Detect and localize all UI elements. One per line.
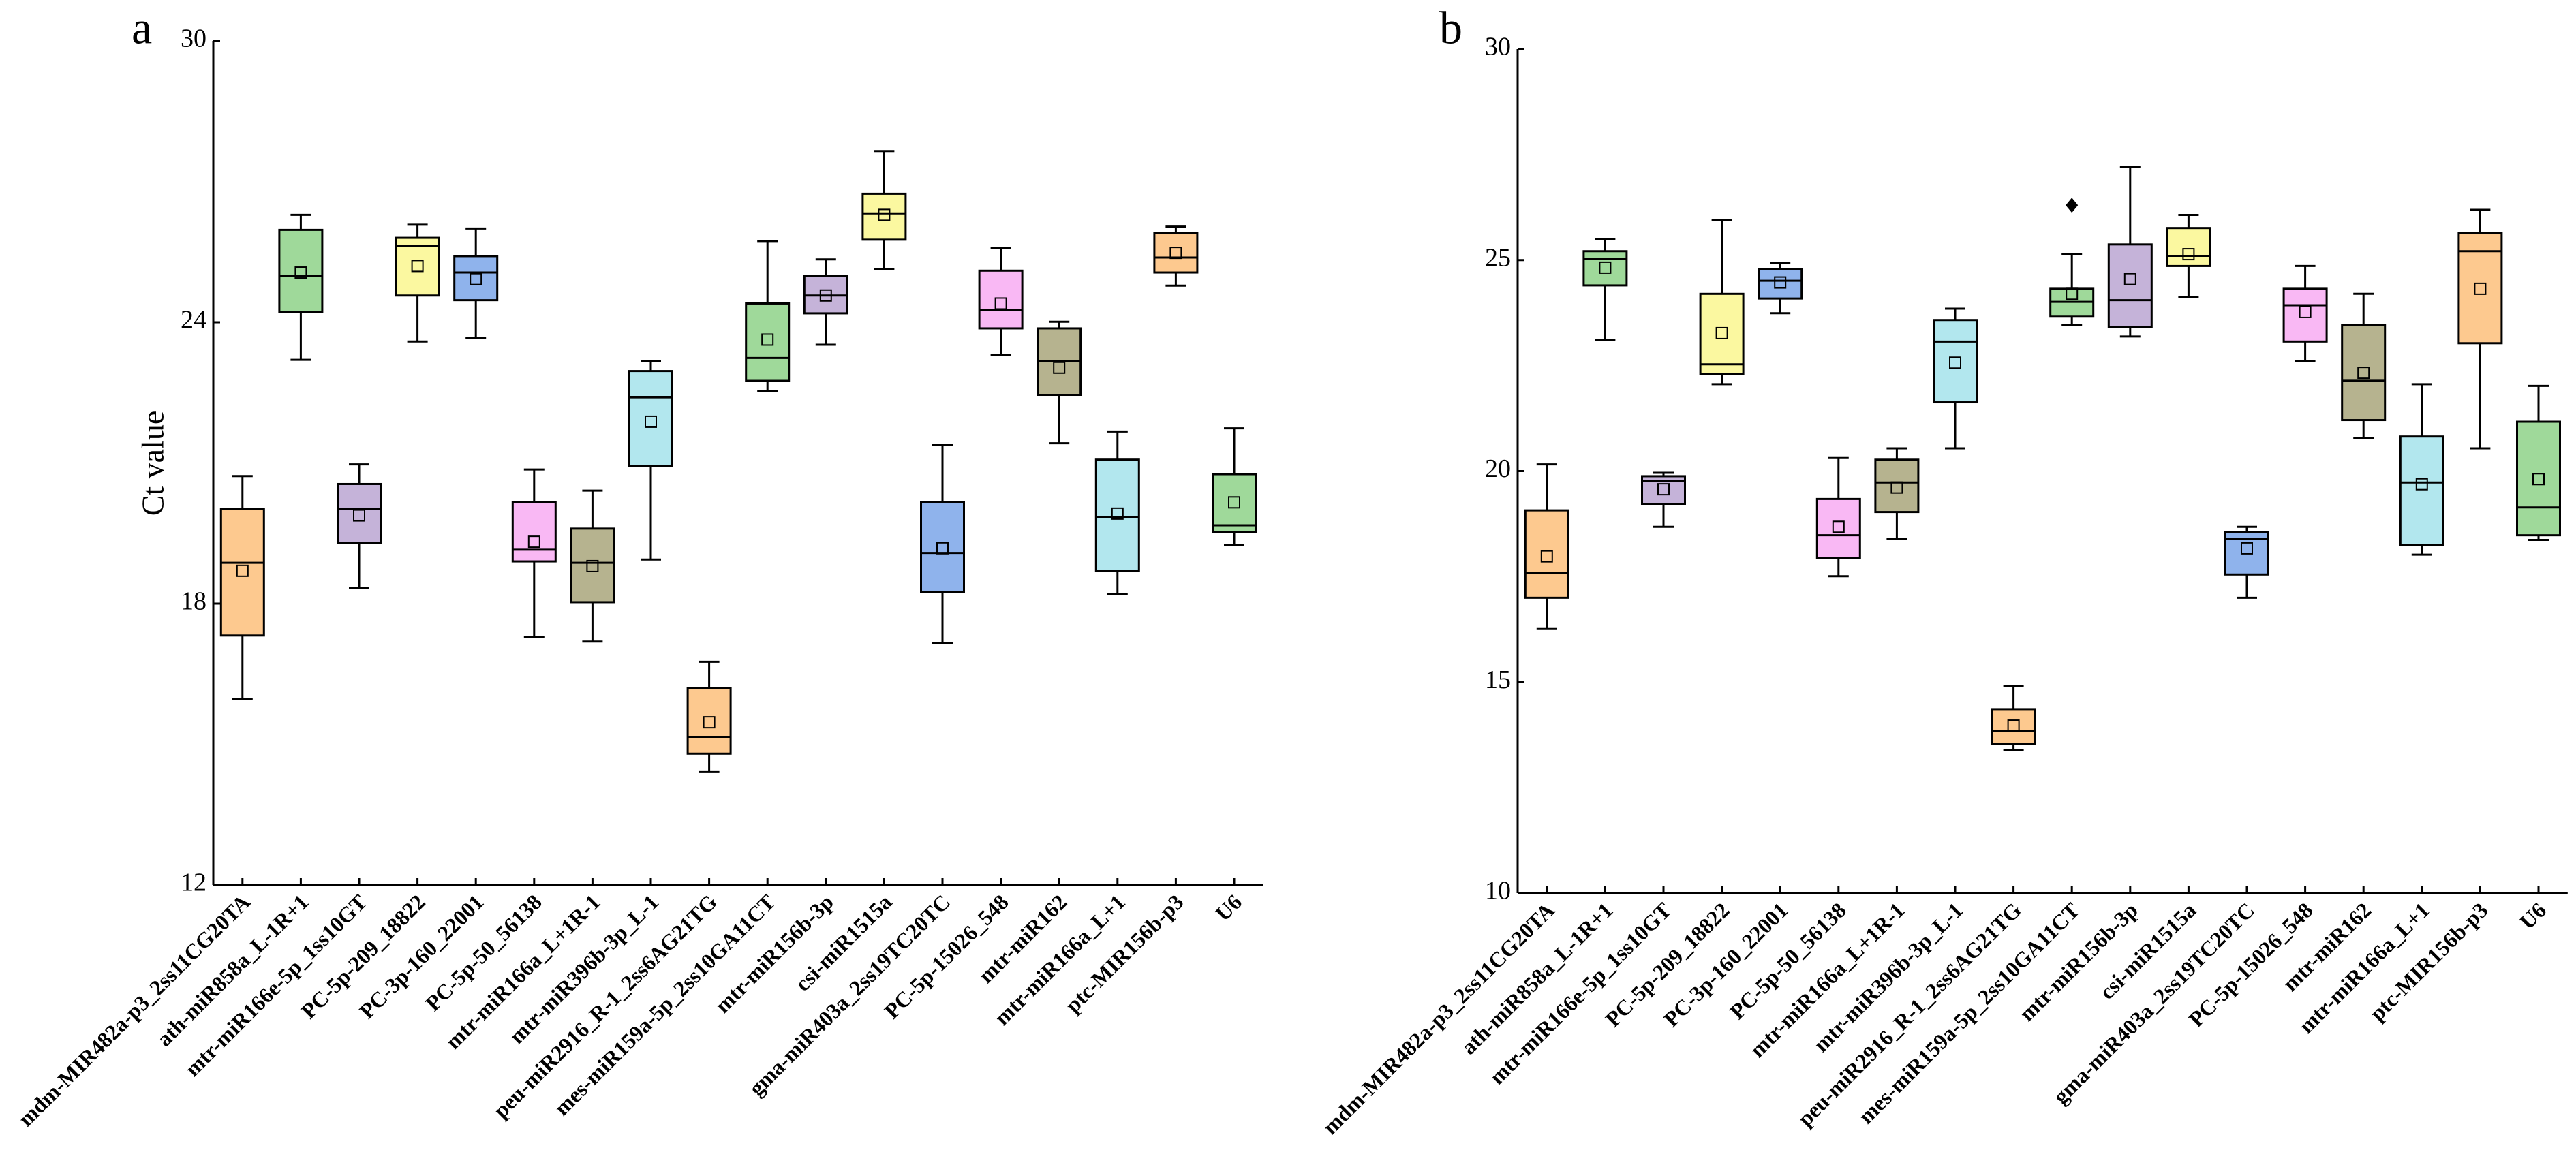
x-tick-label: mdm-MIR482a-p3_2ss11CG20TA [1318, 898, 1559, 1139]
mean-marker [236, 564, 249, 577]
mean-marker [2357, 367, 2370, 379]
x-tick-label: U6 [1210, 890, 1246, 926]
y-tick-label: 18 [181, 587, 206, 616]
box [278, 228, 324, 313]
mean-marker [411, 260, 424, 273]
box [453, 255, 499, 302]
box [2107, 243, 2153, 328]
mean-marker [586, 559, 599, 572]
x-tick-label: mdm-MIR482a-p3_2ss11CG20TA [14, 890, 255, 1131]
y-tick-label: 15 [1485, 666, 1511, 694]
mean-marker [2415, 478, 2428, 491]
box [1582, 250, 1628, 287]
box [1815, 497, 1861, 559]
box [2399, 435, 2444, 546]
mean-marker [2182, 248, 2195, 261]
mean-marker [1832, 520, 1845, 533]
mean-marker [2474, 282, 2487, 295]
mean-marker [2066, 287, 2079, 300]
mean-marker [1774, 276, 1787, 289]
mean-marker [994, 297, 1007, 310]
panel-label: a [132, 2, 152, 54]
y-tick-label: 30 [1485, 33, 1511, 61]
mean-marker [1657, 483, 1670, 496]
box [570, 527, 615, 604]
box [1212, 473, 1257, 533]
box [1524, 509, 1569, 599]
box [686, 687, 732, 755]
box [1153, 232, 1199, 274]
box [978, 269, 1024, 330]
mean-marker [2299, 305, 2312, 318]
mean-marker [2123, 273, 2136, 285]
mean-marker [645, 415, 657, 428]
mean-marker [1949, 356, 1961, 369]
x-tick-label: U6 [2515, 898, 2551, 934]
mean-marker [761, 333, 774, 346]
panel-label: b [1439, 2, 1462, 54]
box [1991, 708, 2036, 745]
box [2341, 324, 2387, 422]
box [628, 370, 673, 467]
box [337, 482, 382, 544]
y-tick-label: 10 [1485, 877, 1511, 905]
box [2282, 287, 2328, 343]
outlier [2066, 198, 2079, 213]
box [745, 302, 791, 382]
y-tick-label: 30 [181, 25, 206, 53]
box [920, 501, 965, 593]
box [511, 501, 557, 563]
box [219, 508, 265, 637]
y-tick-label: 12 [181, 869, 206, 897]
y-tick-label: 25 [1485, 243, 1511, 272]
box [1874, 458, 1920, 514]
mean-marker [294, 266, 307, 279]
mean-marker [1540, 550, 1553, 563]
mean-marker [353, 509, 365, 522]
mean-marker [878, 208, 891, 221]
mean-marker [1053, 361, 1066, 374]
mean-marker [1715, 326, 1728, 339]
mean-marker [470, 273, 482, 285]
box [1758, 268, 1803, 300]
mean-marker [1890, 481, 1903, 494]
box [1699, 292, 1745, 375]
box [395, 236, 440, 297]
mean-marker [819, 289, 832, 302]
mean-marker [936, 542, 949, 555]
mean-marker [2532, 473, 2545, 486]
box [1933, 319, 1978, 404]
box [861, 192, 907, 241]
mean-marker [703, 716, 716, 729]
mean-marker [2241, 542, 2253, 555]
y-axis-label: Ct value [136, 411, 170, 516]
box [2457, 232, 2503, 345]
mean-marker [1169, 247, 1182, 260]
y-tick-label: 20 [1485, 454, 1511, 483]
mean-marker [1228, 496, 1240, 509]
mean-marker [1599, 261, 1612, 274]
y-tick-label: 24 [181, 306, 206, 334]
mean-marker [527, 535, 540, 548]
box [2516, 420, 2561, 537]
mean-marker [1111, 507, 1124, 520]
mean-marker [2007, 719, 2020, 732]
box [1094, 458, 1140, 573]
